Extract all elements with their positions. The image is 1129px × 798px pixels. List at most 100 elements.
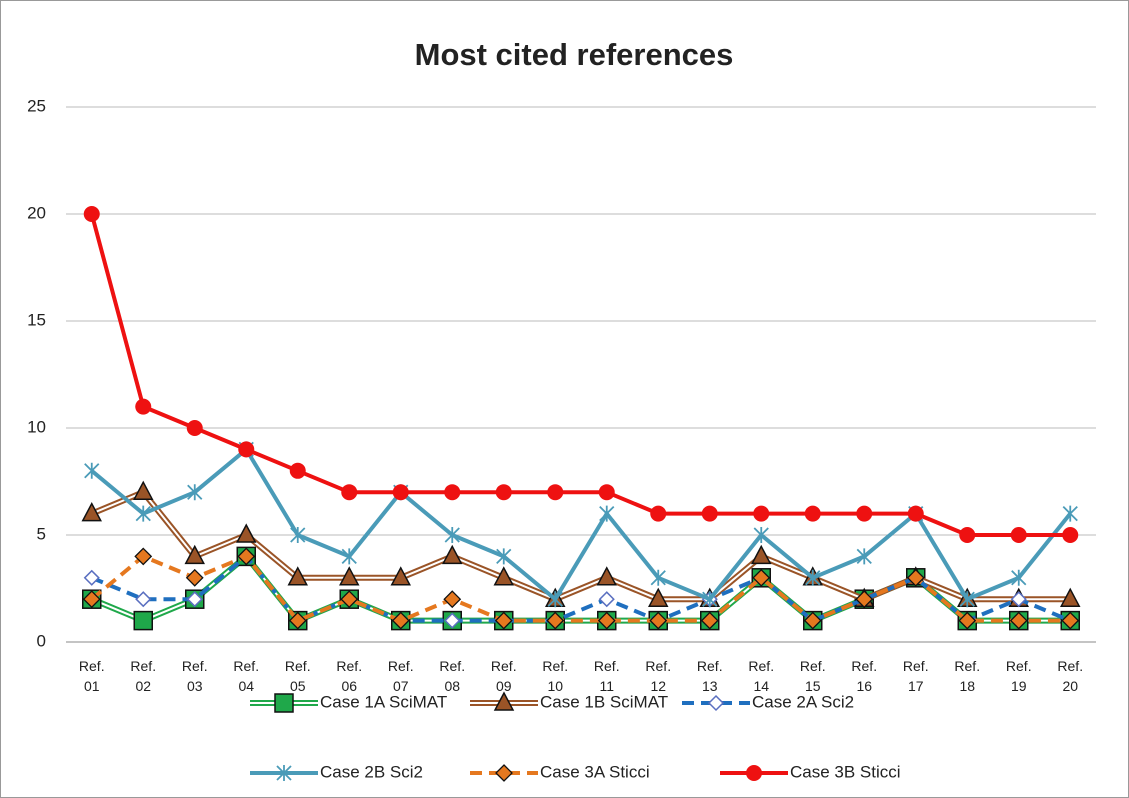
- legend-entry: Case 2B Sci2: [250, 762, 423, 781]
- marker: [289, 462, 306, 479]
- x-tick-label: Ref. 20: [1057, 658, 1084, 694]
- legend-label: Case 2A Sci2: [752, 692, 854, 711]
- x-tick-label: Ref. 12: [645, 658, 672, 694]
- marker: [186, 591, 203, 608]
- y-tick-label: 20: [27, 203, 46, 222]
- legend-label: Case 1A SciMAT: [320, 692, 447, 711]
- marker: [702, 591, 718, 608]
- x-tick-label: Ref. 18: [954, 658, 981, 694]
- marker: [442, 544, 463, 565]
- marker: [341, 484, 358, 501]
- series: [82, 547, 1080, 630]
- marker: [598, 484, 615, 501]
- marker: [856, 505, 873, 522]
- x-tick-label: Ref. 02: [130, 658, 157, 694]
- marker: [135, 398, 152, 415]
- marker: [1010, 527, 1027, 543]
- x-tick-label: Ref. 13: [696, 658, 723, 694]
- marker: [803, 611, 822, 630]
- x-tick-label: Ref. 14: [748, 658, 775, 694]
- marker: [81, 501, 102, 522]
- marker: [752, 568, 771, 587]
- marker: [1011, 569, 1027, 586]
- marker: [495, 484, 512, 501]
- marker: [444, 612, 461, 629]
- marker: [236, 523, 257, 543]
- series: [83, 206, 1079, 543]
- legend-label: Case 3A Sticci: [540, 762, 650, 781]
- x-tick-label: Ref. 11: [593, 658, 620, 694]
- x-tick-label: Ref. 17: [902, 658, 929, 694]
- y-tick-label: 10: [27, 417, 46, 436]
- marker: [804, 505, 821, 522]
- marker: [907, 505, 924, 522]
- marker: [494, 611, 513, 630]
- legend-entry: Case 3B Sticci: [720, 762, 901, 781]
- marker: [650, 569, 666, 586]
- marker: [443, 590, 462, 609]
- marker: [84, 462, 100, 479]
- marker: [493, 566, 514, 586]
- x-tick-label: Ref. 09: [490, 658, 517, 694]
- marker: [753, 505, 770, 522]
- marker: [134, 547, 153, 566]
- x-tick-label: Ref. 19: [1005, 658, 1032, 694]
- marker: [701, 505, 718, 522]
- marker: [546, 611, 565, 630]
- marker: [753, 527, 769, 543]
- marker: [390, 566, 411, 586]
- legend-entry: Case 2A Sci2: [682, 692, 854, 711]
- marker: [133, 480, 154, 500]
- marker: [493, 691, 515, 711]
- x-tick-label: Ref. 15: [799, 658, 826, 694]
- x-tick-label: Ref. 07: [387, 658, 414, 694]
- marker: [83, 569, 100, 586]
- series-line: [90, 554, 1072, 623]
- marker: [185, 568, 204, 587]
- marker: [391, 611, 410, 630]
- marker: [444, 527, 460, 543]
- marker: [1062, 527, 1079, 543]
- marker: [906, 568, 925, 587]
- series-line: [89, 213, 1071, 537]
- marker: [959, 527, 976, 543]
- x-tick-label: Ref. 06: [336, 658, 363, 694]
- marker: [288, 611, 307, 630]
- marker: [707, 694, 725, 712]
- x-tick-label: Ref. 01: [78, 658, 105, 694]
- marker: [187, 484, 203, 501]
- marker: [1009, 611, 1028, 630]
- marker: [649, 611, 668, 630]
- marker: [599, 505, 615, 522]
- marker: [700, 611, 719, 630]
- marker: [805, 569, 821, 586]
- marker: [1061, 611, 1080, 630]
- marker: [648, 587, 669, 607]
- marker: [751, 544, 772, 565]
- series-line: [90, 447, 1072, 602]
- marker: [547, 591, 563, 608]
- marker: [238, 441, 255, 458]
- marker: [959, 591, 975, 608]
- marker: [186, 420, 203, 436]
- marker: [340, 590, 359, 609]
- marker: [1060, 587, 1081, 607]
- legend-label: Case 3B Sticci: [790, 762, 901, 781]
- marker: [1062, 505, 1078, 522]
- x-tick-label: Ref. 10: [542, 658, 569, 694]
- legend-entry: Case 1A SciMAT: [250, 692, 447, 713]
- y-tick-label: 25: [27, 96, 46, 115]
- marker: [290, 527, 306, 543]
- marker: [339, 566, 360, 586]
- chart-title: Most cited references: [415, 37, 734, 72]
- x-tick-label: Ref. 04: [233, 658, 260, 694]
- marker: [82, 590, 101, 609]
- marker: [1010, 591, 1027, 608]
- marker: [133, 610, 153, 631]
- marker: [237, 547, 256, 566]
- marker: [597, 611, 616, 630]
- x-tick-label: Ref. 08: [439, 658, 466, 694]
- series-line: [90, 554, 1071, 623]
- marker: [598, 591, 615, 608]
